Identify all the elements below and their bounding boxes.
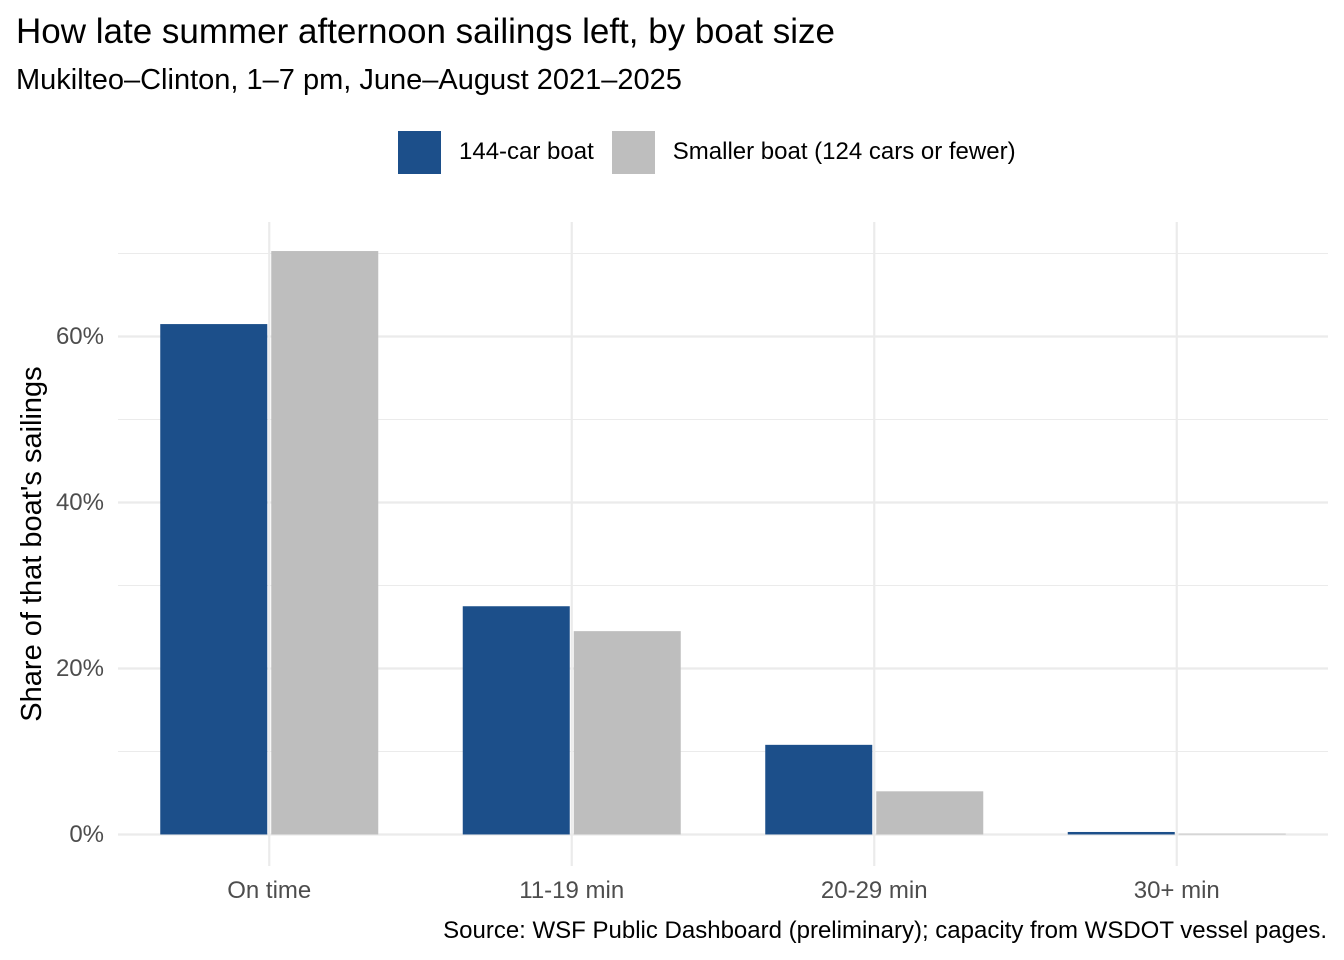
bar-144-car-0 <box>160 324 268 835</box>
x-tick-label: 20-29 min <box>821 877 928 904</box>
bar-144-car-3 <box>1067 831 1175 835</box>
legend-swatch-144-car <box>398 130 441 174</box>
chart-caption: Source: WSF Public Dashboard (preliminar… <box>443 917 1327 944</box>
legend-swatch-smaller <box>611 130 655 174</box>
x-tick-label: 30+ min <box>1134 877 1220 904</box>
legend-item-smaller: Smaller boat (124 cars or fewer) <box>611 130 1016 174</box>
bar-144-car-1 <box>462 606 570 835</box>
legend-label-144-car: 144-car boat <box>459 138 594 165</box>
bar-smaller-1 <box>573 631 681 835</box>
legend-item-144-car: 144-car boat <box>398 130 594 174</box>
y-tick-label: 60% <box>56 323 104 350</box>
y-axis-title: Share of that boat's sailings <box>16 366 48 721</box>
x-tick-label: On time <box>227 877 311 904</box>
chart-subtitle: Mukilteo–Clinton, 1–7 pm, June–August 20… <box>16 64 682 96</box>
y-tick-label: 0% <box>69 821 104 848</box>
bar-144-car-2 <box>765 744 873 835</box>
chart-title: How late summer afternoon sailings left,… <box>16 12 835 51</box>
legend: 144-car boat Smaller boat (124 cars or f… <box>398 130 1034 174</box>
bar-smaller-3 <box>1178 833 1286 835</box>
x-tick-label: 11-19 min <box>519 877 624 904</box>
bar-smaller-2 <box>876 791 984 835</box>
bar-smaller-0 <box>271 251 379 835</box>
y-tick-label: 40% <box>56 489 104 516</box>
legend-label-smaller: Smaller boat (124 cars or fewer) <box>672 138 1016 165</box>
y-tick-label: 20% <box>56 655 104 682</box>
